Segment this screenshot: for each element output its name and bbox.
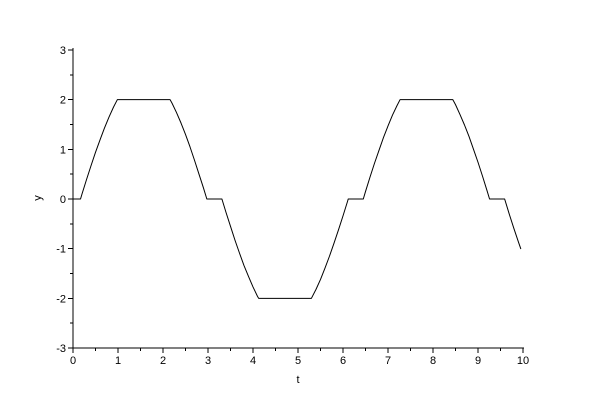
x-tick-label: 8	[430, 355, 436, 367]
y-tick-label: 3	[60, 45, 66, 57]
y-tick-label: -1	[56, 244, 66, 256]
x-tick-label: 1	[115, 355, 121, 367]
x-tick-label: 9	[475, 355, 481, 367]
signal-curve	[72, 99, 522, 299]
x-tick-label: 2	[160, 355, 166, 367]
x-tick-label: 10	[517, 355, 529, 367]
x-tick-label: 6	[340, 355, 346, 367]
y-tick-label: -3	[56, 343, 66, 355]
y-tick-label: -2	[56, 293, 66, 305]
y-tick-label: 2	[60, 95, 66, 107]
x-tick-label: 5	[295, 355, 301, 367]
y-tick-label: 0	[60, 194, 66, 206]
axes	[68, 48, 524, 353]
x-tick-label: 0	[70, 355, 76, 367]
x-tick-label: 3	[205, 355, 211, 367]
y-tick-label: 1	[60, 144, 66, 156]
x-tick-label: 7	[385, 355, 391, 367]
x-tick-label: 4	[250, 355, 256, 367]
y-axis-title: y	[32, 195, 44, 201]
x-axis-title: t	[296, 374, 300, 386]
